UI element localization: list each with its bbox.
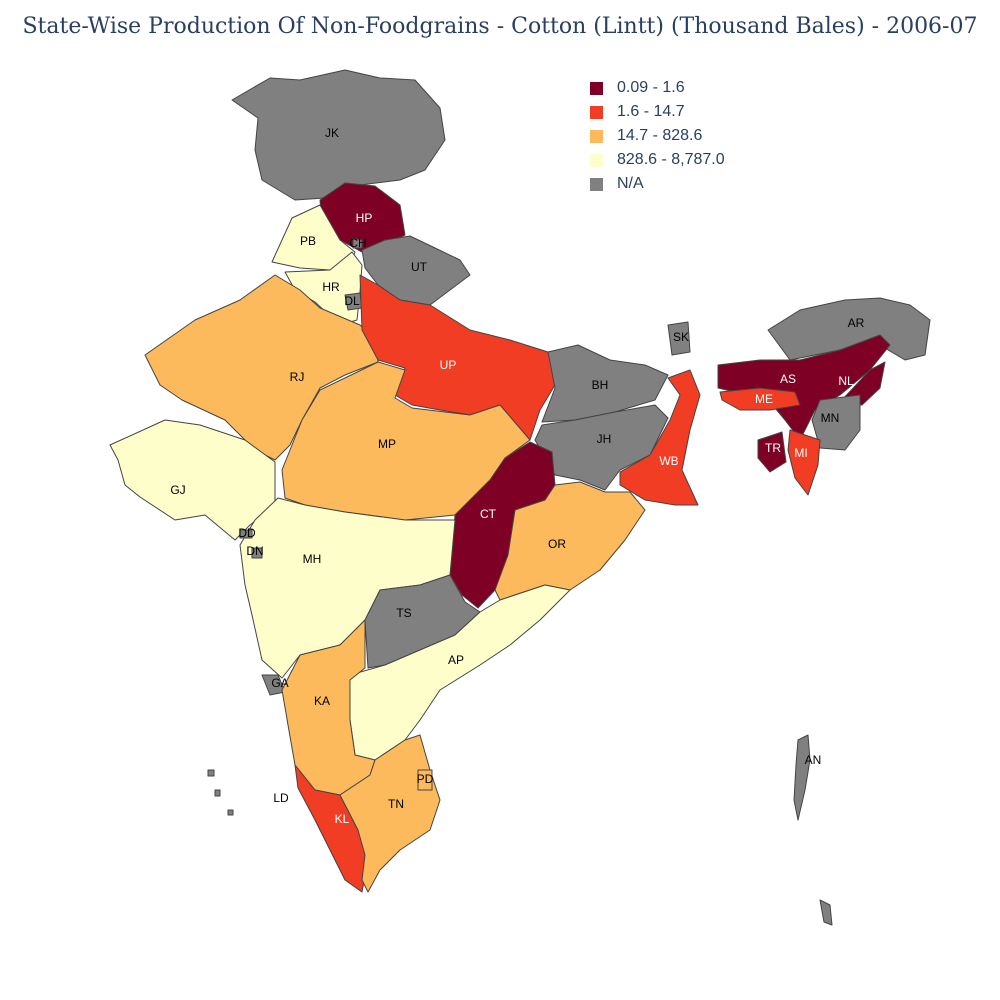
state-label-tr: TR	[765, 441, 781, 455]
state-region-mn[interactable]	[811, 394, 861, 451]
state-label-ar: AR	[848, 316, 865, 330]
state-label-ld: LD	[273, 791, 289, 805]
legend-swatch	[590, 177, 603, 191]
state-label-dl: DL	[344, 294, 360, 308]
state-label-ka: KA	[314, 694, 330, 708]
state-label-hp: HP	[356, 211, 373, 225]
legend-label: 1.6 - 14.7	[617, 103, 685, 120]
state-region-me[interactable]	[719, 387, 801, 411]
state-region-rj[interactable]	[144, 274, 379, 461]
state-region-ut[interactable]	[361, 235, 471, 306]
state-label-jk: JK	[325, 126, 339, 140]
legend-swatch	[590, 129, 603, 143]
state-label-kl: KL	[335, 812, 350, 826]
state-region-bh[interactable]	[541, 344, 669, 423]
state-region-an[interactable]	[793, 734, 833, 926]
state-label-wb: WB	[659, 454, 678, 468]
legend-item[interactable]: N/A	[590, 172, 725, 196]
state-region-dn[interactable]	[251, 547, 263, 559]
legend-label: N/A	[617, 175, 644, 192]
state-label-bh: BH	[592, 378, 609, 392]
state-label-mp: MP	[378, 437, 396, 451]
state-label-ap: AP	[448, 653, 464, 667]
legend: 0.09 - 1.6 1.6 - 14.7 14.7 - 828.6 828.6 - …	[590, 76, 725, 196]
legend-item[interactable]: 1.6 - 14.7	[590, 100, 725, 124]
state-label-hr: HR	[322, 280, 340, 294]
state-label-an: AN	[805, 753, 822, 767]
state-label-gj: GJ	[170, 483, 185, 497]
state-label-mi: MI	[794, 446, 807, 460]
map-title: State-Wise Production Of Non-Foodgrains …	[22, 14, 978, 39]
state-label-dd: DD	[238, 526, 256, 540]
legend-label: 828.6 - 8,787.0	[617, 151, 725, 168]
state-label-rj: RJ	[290, 370, 305, 384]
state-region-tn[interactable]	[339, 734, 441, 893]
state-region-tr[interactable]	[757, 431, 787, 473]
state-region-sk[interactable]	[667, 321, 691, 356]
state-region-ch[interactable]	[352, 237, 363, 249]
state-region-wb[interactable]	[619, 369, 701, 506]
state-label-pb: PB	[300, 234, 316, 248]
state-label-nl: NL	[838, 374, 854, 388]
state-label-ga: GA	[271, 676, 288, 690]
state-region-kl[interactable]	[294, 764, 369, 893]
legend-swatch	[590, 81, 603, 95]
legend-label: 14.7 - 828.6	[617, 127, 703, 144]
state-label-ut: UT	[411, 260, 428, 274]
state-region-mi[interactable]	[787, 429, 821, 496]
state-label-jh: JH	[597, 432, 612, 446]
legend-label: 0.09 - 1.6	[617, 79, 685, 96]
state-region-dd[interactable]	[239, 529, 253, 539]
legend-swatch	[590, 153, 603, 167]
state-region-pd[interactable]	[417, 769, 433, 791]
state-label-me: ME	[755, 392, 773, 406]
state-label-as: AS	[780, 372, 796, 386]
state-label-sk: SK	[673, 330, 689, 344]
state-region-pb[interactable]	[271, 204, 356, 271]
state-region-ld[interactable]	[207, 769, 234, 816]
legend-item[interactable]: 14.7 - 828.6	[590, 124, 725, 148]
state-label-ts: TS	[396, 606, 411, 620]
state-label-pd: PD	[417, 772, 434, 786]
state-label-ct: CT	[480, 507, 497, 521]
state-label-mh: MH	[303, 552, 322, 566]
legend-swatch	[590, 105, 603, 119]
state-label-mn: MN	[821, 411, 840, 425]
state-label-dn: DN	[246, 544, 263, 558]
state-label-tn: TN	[388, 797, 404, 811]
legend-item[interactable]: 828.6 - 8,787.0	[590, 148, 725, 172]
state-region-jk[interactable]	[231, 69, 446, 201]
state-label-ch: CH	[349, 236, 366, 250]
state-label-or: OR	[548, 537, 566, 551]
legend-item[interactable]: 0.09 - 1.6	[590, 76, 725, 100]
state-label-up: UP	[440, 358, 457, 372]
